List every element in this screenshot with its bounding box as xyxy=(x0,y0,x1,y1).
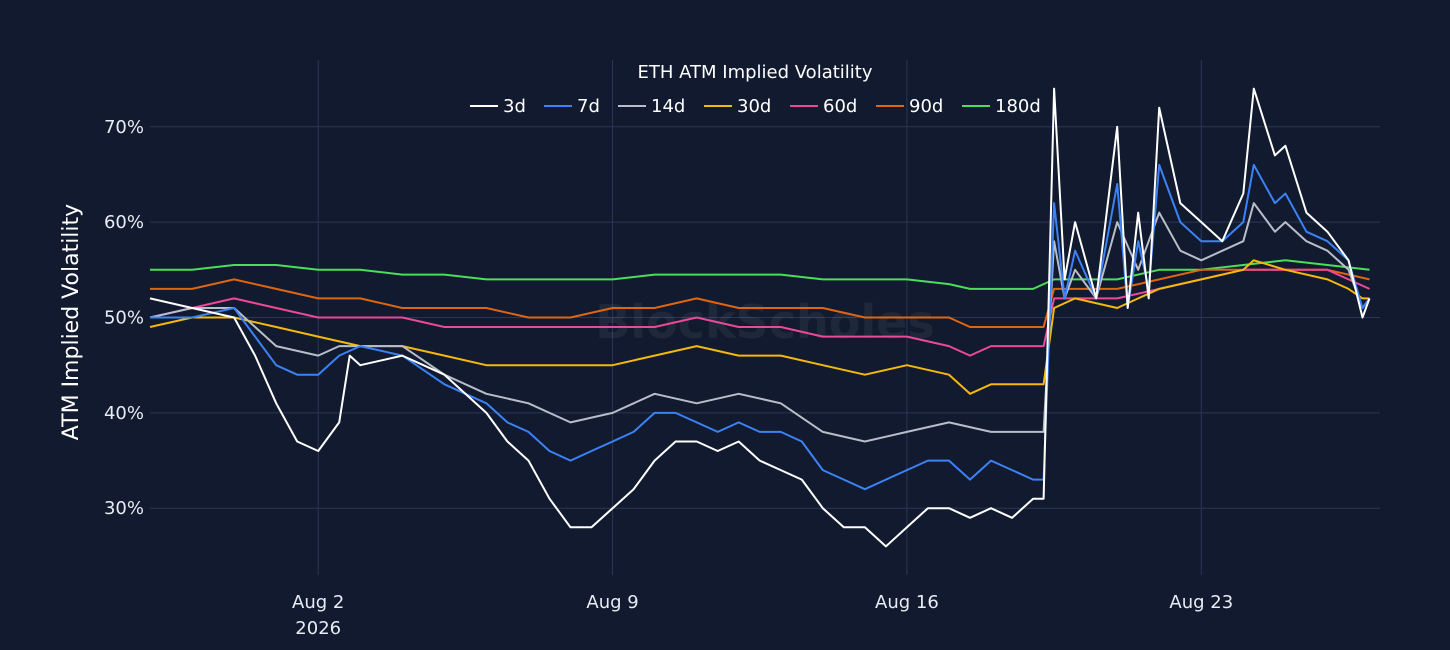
y-tick-label: 40% xyxy=(104,403,144,424)
series-line-3d xyxy=(149,87,1371,548)
legend-item-14d[interactable]: 14d xyxy=(618,96,685,117)
chart-title: ETH ATM Implied Volatility xyxy=(637,62,872,83)
legend-label: 90d xyxy=(909,96,943,117)
watermark-logo: BlockScholes xyxy=(595,295,934,349)
legend-item-30d[interactable]: 30d xyxy=(704,96,771,117)
legend-label: 30d xyxy=(737,96,771,117)
y-axis-title: ATM Implied Volatility xyxy=(59,204,84,440)
legend-label: 3d xyxy=(503,96,526,117)
series-line-7d xyxy=(150,163,1371,491)
x-tick-label: Aug 2 xyxy=(292,592,344,613)
legend-label: 60d xyxy=(823,96,857,117)
y-tick-label: 60% xyxy=(104,212,144,233)
series-layer xyxy=(149,87,1371,548)
series-line-180d xyxy=(150,259,1370,290)
series-line-14d xyxy=(149,202,1371,443)
x-tick-label: Aug 9 xyxy=(586,592,638,613)
x-tick-sublabel: 2026 xyxy=(295,618,341,639)
legend-item-180d[interactable]: 180d xyxy=(962,96,1041,117)
legend-item-60d[interactable]: 60d xyxy=(790,96,857,117)
legend-item-90d[interactable]: 90d xyxy=(876,96,943,117)
y-tick-label: 30% xyxy=(104,498,144,519)
y-axis-ticks: 30% 40% 50% 60% 70% xyxy=(104,117,144,519)
series-line-90d xyxy=(150,268,1370,328)
legend[interactable]: 3d 7d 14d 30d 60d 90d 180d xyxy=(470,96,1041,117)
y-tick-label: 50% xyxy=(104,308,144,329)
legend-label: 14d xyxy=(651,96,685,117)
legend-label: 180d xyxy=(995,96,1041,117)
legend-label: 7d xyxy=(577,96,600,117)
y-tick-label: 70% xyxy=(104,117,144,138)
x-tick-label: Aug 16 xyxy=(875,592,939,613)
x-axis-ticks: Aug 2 2026 Aug 9 Aug 16 Aug 23 xyxy=(292,592,1233,639)
legend-item-3d[interactable]: 3d xyxy=(470,96,526,117)
legend-item-7d[interactable]: 7d xyxy=(544,96,600,117)
x-tick-label: Aug 23 xyxy=(1169,592,1233,613)
